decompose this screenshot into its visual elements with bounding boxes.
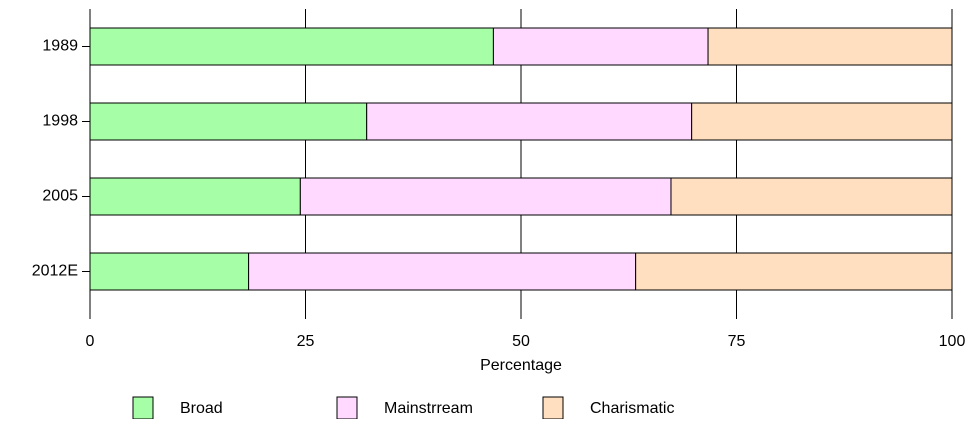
x-tick-label: 0	[86, 333, 95, 350]
x-tick-label: 50	[512, 333, 530, 350]
x-tick-label: 100	[939, 333, 966, 350]
x-axis-label: Percentage	[480, 357, 562, 374]
bar-segment	[691, 102, 953, 141]
legend-label: Charismatic	[590, 400, 674, 417]
bar-segment	[89, 27, 494, 66]
legend-swatch	[336, 396, 358, 420]
bar-segment	[366, 102, 693, 141]
bar-segment	[248, 252, 637, 291]
legend-label: Mainstrream	[384, 400, 473, 417]
bar-segment	[492, 27, 709, 66]
x-tick-label: 75	[728, 333, 746, 350]
bar-segment	[707, 27, 953, 66]
bar-segment	[89, 252, 250, 291]
bar-segment	[670, 177, 953, 216]
y-tick-label: 2005	[42, 188, 78, 205]
bar-segment	[635, 252, 953, 291]
bar-segment	[299, 177, 672, 216]
legend-swatch	[542, 396, 564, 420]
y-tick-label: 2012E	[32, 263, 78, 280]
y-tick-label: 1989	[42, 38, 78, 55]
x-tick-label: 25	[297, 333, 315, 350]
y-tick-label: 1998	[42, 113, 78, 130]
bar-segment	[89, 102, 368, 141]
bar-segment	[89, 177, 301, 216]
legend-label: Broad	[180, 400, 223, 417]
legend-swatch	[132, 396, 154, 420]
